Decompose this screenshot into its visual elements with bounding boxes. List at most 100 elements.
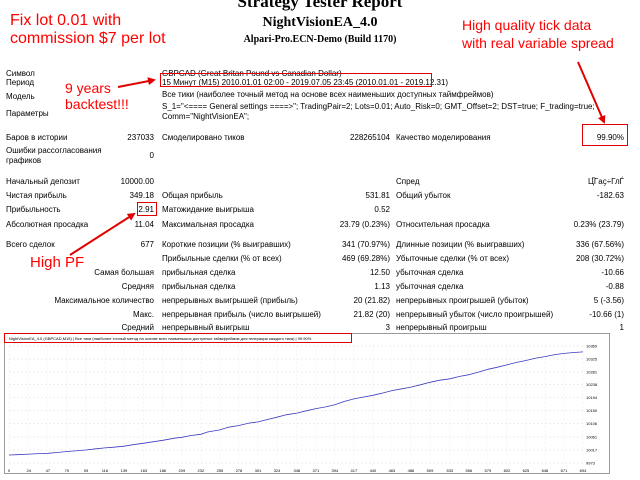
years-arrow — [117, 77, 156, 88]
max-profit-value: 21.82 (20) — [353, 310, 390, 319]
max-wins-value: 20 (21.82) — [353, 296, 390, 305]
deposit-value: 10000.00 — [120, 177, 154, 186]
x-tick-label: 579 — [485, 468, 492, 473]
period-value: 15 Минут (M15) 2010.01.01 02:00 - 2019.0… — [162, 78, 449, 87]
quality-label: Качество моделирования — [396, 133, 491, 142]
x-tick-label: 694 — [580, 468, 587, 473]
avg-cons-losses-label: непрерывный проигрыш — [396, 323, 487, 332]
max-loss-label: непрерывный убыток (число проигрышей) — [396, 310, 554, 319]
abs-drawdown-value: 11.04 — [134, 220, 154, 229]
net-profit-label: Чистая прибыль — [6, 191, 67, 200]
y-tick-label: 10325 — [586, 357, 598, 362]
short-value: 341 (70.97%) — [341, 240, 390, 249]
annotation-tick-line1: High quality tick data — [462, 17, 592, 33]
x-tick-label: 371 — [313, 468, 320, 473]
quality-highlight-box — [582, 124, 628, 146]
x-tick-label: 602 — [504, 468, 511, 473]
loss-trades-label: Убыточные сделки (% от всех) — [396, 254, 510, 263]
report-title: Strategy Tester Report — [237, 0, 403, 11]
avg-cons-wins-label: непрерывный выигрыш — [162, 323, 250, 332]
y-tick-label: 10150 — [586, 408, 598, 413]
annotation-years-line2: backtest!!! — [65, 96, 129, 112]
x-tick-label: 163 — [140, 468, 147, 473]
quality-value: 99.90% — [596, 133, 624, 142]
avg-cons-wins-value: 3 — [385, 323, 390, 332]
x-tick-label: 301 — [255, 468, 262, 473]
pf-highlight-box — [137, 202, 157, 216]
average-label: Средняя — [121, 282, 154, 291]
deposit-label: Начальный депозит — [6, 177, 80, 186]
gross-profit-label: Общая прибыль — [162, 191, 223, 200]
abs-drawdown-label: Абсолютная просадка — [6, 220, 89, 229]
y-tick-label: 10281 — [586, 370, 598, 375]
spread-label: Спред — [396, 177, 420, 186]
x-tick-label: 24 — [27, 468, 32, 473]
annotation-years-line1: 9 years — [65, 80, 111, 96]
largest-profit-label: прибыльная сделка — [162, 268, 236, 277]
loss-trades-value: 208 (30.72%) — [575, 254, 624, 263]
average-loss-value: -0.88 — [605, 282, 624, 291]
spread-value: Ц҇Гaҫ÷ГлЃ — [588, 177, 624, 186]
balance-chart-svg: 10369 10325 10281 10238 10194 10150 10106 10061… — [8, 344, 598, 474]
errors-label: Ошибки рассогласования графиков — [6, 146, 102, 165]
profit-trades-label: Прибыльные сделки (% от всех) — [162, 254, 282, 263]
x-tick-label: 232 — [198, 468, 205, 473]
errors-value: 0 — [149, 151, 154, 160]
x-tick-label: 509 — [427, 468, 434, 473]
x-tick-label: 486 — [408, 468, 415, 473]
largest-label: Самая большая — [94, 268, 154, 277]
period-highlight-box — [160, 73, 432, 87]
bars-label: Баров в истории — [6, 133, 68, 142]
avg-consecutive-label: Средний — [121, 323, 154, 332]
model-label: Модель — [6, 92, 35, 101]
tick-arrow — [577, 61, 606, 124]
x-tick-label: 255 — [217, 468, 224, 473]
broker-name: Alpari-Pro.ECN-Demo (Build 1170) — [243, 34, 397, 45]
rel-drawdown-value: 0.23% (23.79) — [573, 220, 624, 229]
payoff-value: 0.52 — [374, 205, 390, 214]
short-label: Короткие позиции (% выигравших) — [162, 240, 291, 249]
x-tick-label: 278 — [236, 468, 243, 473]
period-label: Период — [6, 78, 35, 87]
ticks-label: Смоделировано тиков — [162, 133, 245, 142]
balance-line — [8, 351, 584, 456]
max-drawdown-value: 23.79 (0.23%) — [339, 220, 390, 229]
pf-arrow — [69, 212, 136, 256]
x-tick-label: 533 — [446, 468, 453, 473]
gross-profit-value: 531.81 — [365, 191, 390, 200]
x-tick-label: 116 — [102, 468, 109, 473]
x-tick-label: 348 — [293, 468, 300, 473]
long-label: Длинные позиции (% выигравших) — [396, 240, 525, 249]
total-trades-label: Всего сделок — [6, 240, 55, 249]
params-value: S_1="<==== General settings ====>"; Trad… — [162, 102, 595, 121]
x-tick-label: 648 — [542, 468, 549, 473]
x-tick-label: 0 — [8, 468, 11, 473]
profit-factor-label: Прибыльность — [6, 205, 61, 214]
total-trades-value: 677 — [140, 240, 154, 249]
gross-loss-label: Общий убыток — [396, 191, 451, 200]
x-tick-label: 625 — [523, 468, 530, 473]
y-tick-label: 10194 — [586, 395, 598, 400]
profit-trades-value: 469 (69.28%) — [341, 254, 390, 263]
largest-loss-label: убыточная сделка — [396, 268, 464, 277]
bars-value: 237033 — [127, 133, 154, 142]
net-profit-value: 349.18 — [129, 191, 154, 200]
y-tick-label: 10369 — [586, 344, 598, 349]
y-tick-label: 9973 — [586, 461, 596, 466]
x-tick-label: 417 — [351, 468, 358, 473]
x-tick-label: 324 — [274, 468, 281, 473]
y-tick-label: 10017 — [586, 448, 598, 453]
chart-legend-highlight-box — [4, 333, 352, 343]
max-loss-value: -10.66 (1) — [589, 310, 624, 319]
average-loss-label: убыточная сделка — [396, 282, 464, 291]
max-wins-label: непрерывных выигрышей (прибыль) — [162, 296, 298, 305]
average-profit-label: прибыльная сделка — [162, 282, 236, 291]
x-tick-label: 556 — [466, 468, 473, 473]
max-losses-label: непрерывных проигрышей (убыток) — [396, 296, 529, 305]
x-tick-label: 463 — [389, 468, 396, 473]
max-profit-label: непрерывная прибыль (число выигрышей) — [162, 310, 321, 319]
rel-drawdown-label: Относительная просадка — [396, 220, 490, 229]
profit-factor-value: 2.91 — [138, 205, 154, 214]
x-tick-label: 209 — [179, 468, 186, 473]
